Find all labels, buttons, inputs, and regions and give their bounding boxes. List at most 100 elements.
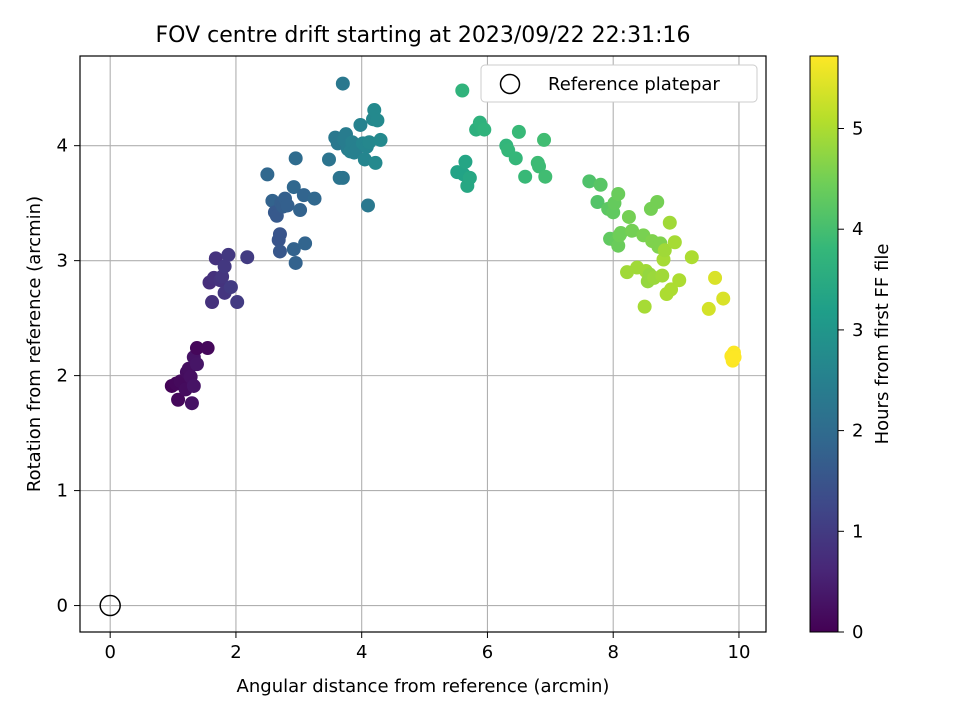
- plot-frame: [79, 55, 767, 633]
- scatter-point: [657, 243, 672, 258]
- x-axis-label: Angular distance from reference (arcmin): [237, 676, 610, 697]
- colorbar-tick-label: 1: [852, 521, 863, 542]
- scatter-point: [288, 151, 303, 166]
- legend-entry-reference: Reference platepar: [548, 74, 720, 95]
- scatter-point: [260, 167, 275, 182]
- scatter-point: [171, 392, 186, 407]
- scatter-point: [621, 209, 636, 224]
- scatter-point: [288, 255, 303, 270]
- scatter-point: [455, 83, 470, 98]
- scatter-point: [590, 195, 605, 210]
- x-tick-label: 8: [607, 642, 618, 663]
- scatter-point: [511, 124, 526, 139]
- scatter-point: [716, 291, 731, 306]
- scatter-point: [650, 195, 665, 210]
- x-tick-label: 2: [230, 642, 241, 663]
- scatter-point: [362, 135, 377, 150]
- scatter-point: [272, 244, 287, 259]
- scatter-point: [458, 154, 473, 169]
- scatter-point: [280, 198, 295, 213]
- scatter-point: [655, 268, 670, 283]
- colorbar-tick-label: 5: [852, 119, 863, 140]
- scatter-point: [672, 273, 687, 288]
- x-axis-ticks: 0 2 4 6 8 10: [104, 632, 750, 663]
- scatter-point: [477, 122, 492, 137]
- y-axis-ticks: 0 1 2 3 4: [57, 136, 80, 617]
- reference-point: [99, 594, 121, 617]
- scatter-point: [708, 270, 723, 285]
- colorbar-label: Hours from first FF file: [872, 244, 893, 445]
- scatter-point: [611, 238, 626, 253]
- scatter-point: [353, 117, 368, 132]
- scatter-point: [293, 203, 308, 218]
- y-axis-label: Rotation from reference (arcmin): [24, 196, 45, 492]
- scatter-point: [189, 357, 204, 372]
- scatter-point: [307, 191, 322, 206]
- scatter-point: [217, 259, 232, 274]
- scatter-point: [272, 227, 287, 242]
- scatter-point: [321, 152, 336, 167]
- y-tick-label: 4: [57, 136, 68, 157]
- scatter-point: [518, 169, 533, 184]
- legend: Reference platepar: [480, 64, 758, 103]
- scatter-point: [186, 378, 201, 393]
- scatter-point: [664, 282, 679, 297]
- scatter-point: [286, 180, 301, 195]
- scatter-points: [164, 76, 742, 411]
- scatter-point: [593, 177, 608, 192]
- scatter-point: [286, 242, 301, 257]
- colorbar-ticks: 0 1 2 3 4 5: [838, 119, 863, 643]
- scatter-point: [189, 341, 204, 356]
- scatter-point: [223, 280, 238, 295]
- scatter-point: [667, 235, 682, 250]
- scatter-point: [240, 250, 255, 265]
- scatter-point: [368, 155, 383, 170]
- scatter-point: [230, 295, 245, 310]
- scatter-point: [582, 174, 597, 189]
- scatter-point: [296, 188, 311, 203]
- scatter-point: [200, 341, 215, 356]
- y-tick-label: 2: [57, 366, 68, 387]
- scatter-point: [613, 226, 628, 241]
- scatter-point: [184, 396, 199, 411]
- x-tick-label: 4: [356, 642, 367, 663]
- scatter-point: [298, 236, 313, 251]
- colorbar-tick-label: 4: [852, 219, 863, 240]
- scatter-point: [370, 113, 385, 128]
- scatter-point: [684, 250, 699, 265]
- colorbar: [809, 55, 839, 633]
- scatter-point: [637, 299, 652, 314]
- scatter-point: [662, 215, 677, 230]
- scatter-point: [357, 152, 372, 167]
- x-tick-label: 0: [104, 642, 115, 663]
- scatter-point: [360, 198, 375, 213]
- y-tick-label: 0: [57, 596, 68, 617]
- chart-title: FOV centre drift starting at 2023/09/22 …: [156, 23, 691, 48]
- reference-marker: [99, 594, 121, 617]
- grid-lines: [80, 56, 766, 632]
- scatter-point: [701, 301, 716, 316]
- scatter-point: [611, 186, 626, 201]
- scatter-point: [727, 350, 742, 365]
- y-tick-label: 3: [57, 251, 68, 272]
- colorbar-tick-label: 2: [852, 421, 863, 442]
- scatter-point: [462, 170, 477, 185]
- legend-box: [480, 64, 758, 103]
- scatter-point: [221, 247, 236, 262]
- x-tick-label: 10: [728, 642, 751, 663]
- scatter-point: [508, 151, 523, 166]
- legend-marker-icon: [499, 73, 521, 95]
- scatter-point: [335, 170, 350, 185]
- scatter-point: [205, 295, 220, 310]
- scatter-point: [335, 76, 350, 91]
- scatter-point: [373, 132, 388, 147]
- scatter-point: [625, 223, 640, 238]
- scatter-point: [538, 169, 553, 184]
- y-tick-label: 1: [57, 481, 68, 502]
- x-tick-label: 6: [482, 642, 493, 663]
- colorbar-tick-label: 0: [852, 622, 863, 643]
- scatter-point: [532, 159, 547, 174]
- scatter-point: [537, 132, 552, 147]
- colorbar-tick-label: 3: [852, 320, 863, 341]
